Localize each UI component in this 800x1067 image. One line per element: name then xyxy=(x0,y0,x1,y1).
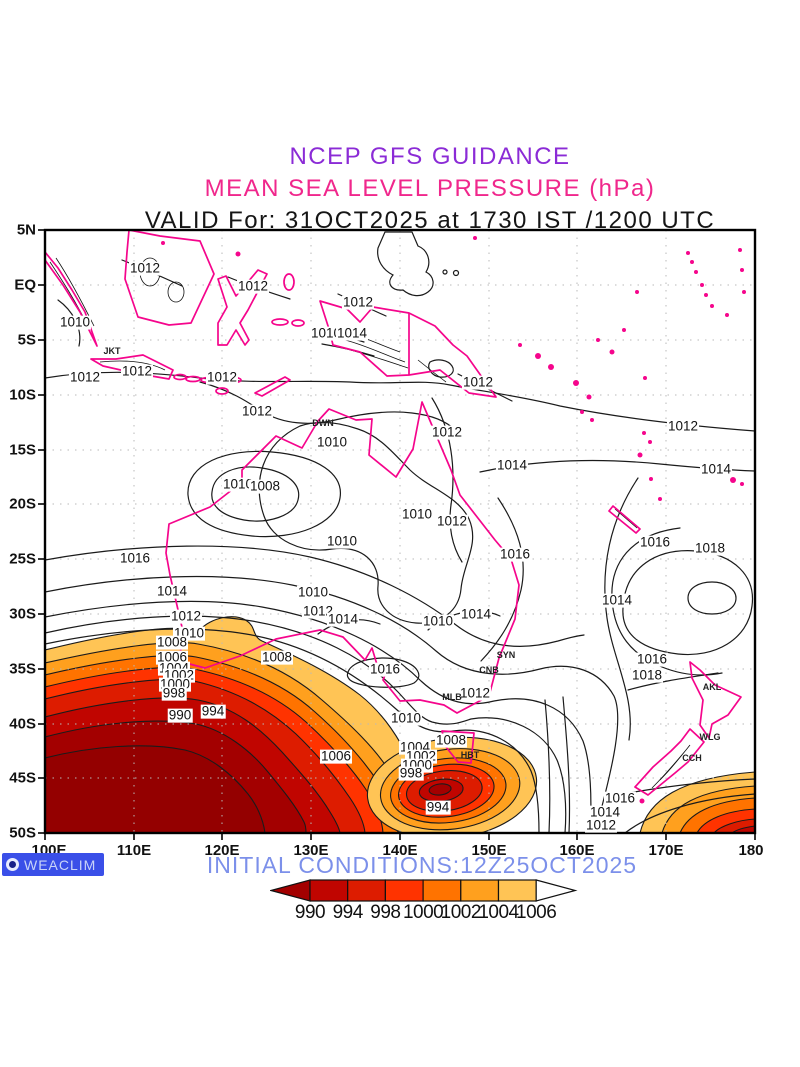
city-label-mlb: MLB xyxy=(442,692,462,702)
isobar-label: 1014 xyxy=(155,583,189,599)
isobar-label: 1014 xyxy=(600,592,634,608)
isobar-label: 1006 xyxy=(319,748,353,764)
city-label-syn: SYN xyxy=(496,650,516,660)
isobar-label: 1018 xyxy=(630,667,664,683)
isobar-label: 1012 xyxy=(584,817,618,833)
isobar-label: 1012 xyxy=(205,369,239,385)
colorbar-value-990: 990 xyxy=(294,902,326,923)
colorbar-labels: 990 994 998 1000 1002 1004 1006 xyxy=(270,902,580,924)
isobar-label: 1008 xyxy=(155,634,189,650)
isobar-label: 1010 xyxy=(325,533,359,549)
colorbar-value-1004: 1004 xyxy=(478,902,519,923)
city-label-jkt: JKT xyxy=(103,346,121,356)
isobar-label: 1010 xyxy=(315,434,349,450)
city-label-akl: AKL xyxy=(702,682,722,692)
isobar-label: 1012 xyxy=(430,424,464,440)
colorbar-value-1006: 1006 xyxy=(516,902,557,923)
lon-label-180: 180 xyxy=(738,842,764,859)
isobar-label: 1012 xyxy=(68,369,102,385)
lon-label-150E: 150E xyxy=(471,842,507,859)
isobar-label: 1012 xyxy=(169,608,203,624)
colorbar-value-1002: 1002 xyxy=(440,902,482,923)
colorbar-value-1000: 1000 xyxy=(402,902,444,923)
isobar-label: 1016 xyxy=(118,550,152,566)
isobar-label: 994 xyxy=(425,799,451,815)
lon-label-130E: 130E xyxy=(293,842,329,859)
colorbar-value-998: 998 xyxy=(370,902,401,923)
lat-label-25S: 25S xyxy=(9,550,36,568)
isobar-label: 1008 xyxy=(260,649,294,665)
isobar-label: 1012 xyxy=(128,260,162,276)
isobar-label: 1016 xyxy=(498,546,532,562)
logo-text: WEACLIM xyxy=(24,856,97,873)
isobar-label: 1010 xyxy=(400,506,434,522)
isobar-label: 1012 xyxy=(435,513,469,529)
isobar-label: 1012 xyxy=(236,278,270,294)
city-label-hbt: HBT xyxy=(460,750,480,760)
isobar-label: 1012 xyxy=(240,403,274,419)
isobar-label: 1012 xyxy=(461,374,495,390)
isobar-label: 990 xyxy=(167,707,193,723)
city-label-wlg: WLG xyxy=(699,732,721,742)
isobar-label: 1014 xyxy=(495,457,529,473)
lat-label-EQ: EQ xyxy=(14,276,36,294)
isobar-label: 1016 xyxy=(368,661,402,677)
isobar-label: 1010 xyxy=(389,710,423,726)
lat-label-40S: 40S xyxy=(9,715,36,733)
isobar-label: 1012 xyxy=(120,363,154,379)
isobar-label: 994 xyxy=(200,703,226,719)
lat-label-5N: 5N xyxy=(16,221,36,239)
lat-label-35S: 35S xyxy=(9,660,36,678)
isobar-label: 1016 xyxy=(635,651,669,667)
page-title: NCEP GFS GUIDANCE xyxy=(289,143,571,170)
logo-ring-icon xyxy=(6,858,19,871)
isobar-label: 1014 xyxy=(326,611,360,627)
isobar-label: 1010 xyxy=(221,476,255,492)
lon-label-110E: 110E xyxy=(116,842,152,859)
weaclim-logo: WEACLIM xyxy=(2,853,104,876)
lon-label-120E: 120E xyxy=(204,842,240,859)
isobar-label: 1010 xyxy=(58,314,92,330)
colorbar xyxy=(270,879,578,902)
isobar-label: 998 xyxy=(398,765,424,781)
initial-conditions: INITIAL CONDITIONS:12Z25OCT2025 xyxy=(206,852,638,878)
isobar-label: 1014 xyxy=(699,461,733,477)
colorbar-value-994: 994 xyxy=(332,902,364,923)
isobar-label: 1012 xyxy=(458,685,492,701)
isobar-label: 998 xyxy=(161,685,187,701)
lat-label-5S: 5S xyxy=(17,331,36,349)
lat-label-20S: 20S xyxy=(9,495,36,513)
isobar-label: 1012 xyxy=(341,294,375,310)
lon-label-140E: 140E xyxy=(382,842,418,859)
terrain-contours xyxy=(49,257,691,789)
isobar-label: 1010 xyxy=(421,613,455,629)
isobar-label: 1008 xyxy=(434,732,468,748)
lon-label-170E: 170E xyxy=(648,842,684,859)
lat-label-50S: 50S xyxy=(9,824,36,842)
lon-label-160E: 160E xyxy=(559,842,595,859)
isobar-label: 1016 xyxy=(603,790,637,806)
isobar-label: 1010 xyxy=(296,584,330,600)
page-subtitle: MEAN SEA LEVEL PRESSURE (hPa) xyxy=(204,175,656,202)
isobar-label: 1016 xyxy=(638,534,672,550)
island-dots xyxy=(161,236,746,804)
isobar-label: 1014 xyxy=(335,325,369,341)
city-label-cch: CCH xyxy=(682,753,702,763)
isobar-label: 1010 xyxy=(309,325,343,341)
city-label-dwn: DWN xyxy=(312,418,334,428)
lat-label-15S: 15S xyxy=(9,441,36,459)
axis-ticks xyxy=(38,229,756,840)
isobar-label: 1014 xyxy=(459,606,493,622)
lat-label-45S: 45S xyxy=(9,769,36,787)
lat-label-10S: 10S xyxy=(9,386,36,404)
city-label-cnb: CNB xyxy=(479,665,499,675)
isobar-label: 1014 xyxy=(588,804,622,820)
isobar-label: 1006 xyxy=(155,649,189,665)
isobar-label: 1018 xyxy=(693,540,727,556)
isobar-label: 1008 xyxy=(248,478,282,494)
isobar-label: 1012 xyxy=(301,603,335,619)
isobar-label: 1012 xyxy=(666,418,700,434)
lat-label-30S: 30S xyxy=(9,605,36,623)
